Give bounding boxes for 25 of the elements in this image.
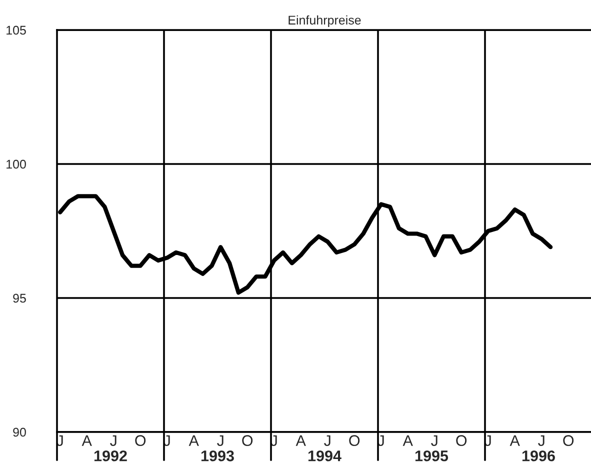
text: 1993 [201,450,234,462]
x-tick-label: O [456,435,467,446]
y-tick-label: 90 [13,428,26,437]
text: 1994 [308,450,342,462]
x-tick-label: O [135,435,146,446]
x-tick-label: O [242,435,253,446]
chart-title: Einfuhrpreise [288,15,361,28]
text: 1995 [415,450,448,462]
x-tick-label: A [82,435,92,446]
y-tick-label: 95 [13,294,26,303]
y-tick-label: 100 [6,160,26,169]
x-tick-label: J [431,435,438,446]
x-tick-label: J [110,435,116,446]
x-tick-label: A [188,435,199,446]
x-tick-label: A [510,435,520,446]
x-tick-label: J [538,435,544,446]
text: 1996 [522,450,555,462]
x-tick-label: J [217,435,224,446]
x-tick-label: A [296,435,306,446]
x-tick-label: O [349,435,360,446]
text: 1992 [94,450,127,462]
y-tick-label: 105 [6,26,26,35]
x-tick-label: J [324,435,330,446]
x-tick-label: A [402,435,413,446]
x-tick-label: O [563,435,574,446]
